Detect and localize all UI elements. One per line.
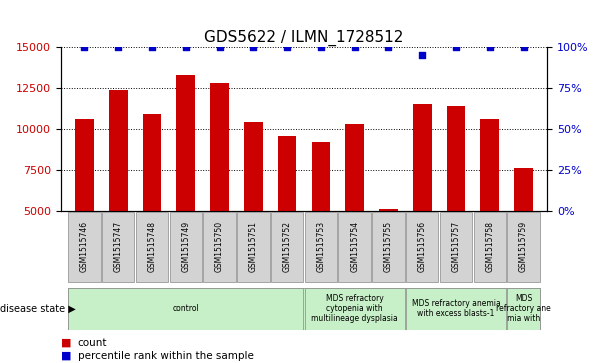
Point xyxy=(519,44,528,50)
FancyBboxPatch shape xyxy=(68,212,101,282)
FancyBboxPatch shape xyxy=(68,287,303,330)
Text: GSM1515751: GSM1515751 xyxy=(249,221,258,272)
FancyBboxPatch shape xyxy=(406,287,506,330)
FancyBboxPatch shape xyxy=(507,287,540,330)
FancyBboxPatch shape xyxy=(440,212,472,282)
Point xyxy=(485,44,495,50)
Text: GSM1515758: GSM1515758 xyxy=(485,221,494,272)
Point xyxy=(350,44,359,50)
Bar xyxy=(311,142,330,211)
Text: GSM1515754: GSM1515754 xyxy=(350,221,359,272)
FancyBboxPatch shape xyxy=(339,212,371,282)
Text: control: control xyxy=(173,304,199,313)
Bar xyxy=(75,119,94,211)
Text: GSM1515755: GSM1515755 xyxy=(384,221,393,272)
Text: MDS refractory
cytopenia with
multilineage dysplasia: MDS refractory cytopenia with multilinea… xyxy=(311,294,398,323)
Point xyxy=(417,52,427,58)
Bar xyxy=(143,114,161,211)
FancyBboxPatch shape xyxy=(271,212,303,282)
Bar xyxy=(109,90,128,211)
FancyBboxPatch shape xyxy=(372,212,405,282)
Text: GSM1515757: GSM1515757 xyxy=(452,221,460,272)
FancyBboxPatch shape xyxy=(305,212,337,282)
Bar xyxy=(480,119,499,211)
Bar xyxy=(345,124,364,211)
Bar xyxy=(278,136,296,211)
Text: GSM1515749: GSM1515749 xyxy=(181,221,190,272)
FancyBboxPatch shape xyxy=(203,212,236,282)
Point xyxy=(215,44,224,50)
FancyBboxPatch shape xyxy=(237,212,269,282)
Point xyxy=(451,44,461,50)
FancyBboxPatch shape xyxy=(474,212,506,282)
Bar xyxy=(379,209,398,211)
FancyBboxPatch shape xyxy=(170,212,202,282)
Bar xyxy=(244,122,263,211)
Text: disease state ▶: disease state ▶ xyxy=(0,303,76,314)
Point xyxy=(147,44,157,50)
Text: ■: ■ xyxy=(61,351,75,361)
Point xyxy=(113,44,123,50)
FancyBboxPatch shape xyxy=(507,212,540,282)
Text: MDS
refractory ane
mia with: MDS refractory ane mia with xyxy=(496,294,551,323)
FancyBboxPatch shape xyxy=(136,212,168,282)
Point xyxy=(316,44,326,50)
Text: GSM1515747: GSM1515747 xyxy=(114,221,123,272)
Text: GSM1515759: GSM1515759 xyxy=(519,221,528,272)
Point xyxy=(282,44,292,50)
FancyBboxPatch shape xyxy=(102,212,134,282)
Text: MDS refractory anemia
with excess blasts-1: MDS refractory anemia with excess blasts… xyxy=(412,299,500,318)
Bar xyxy=(176,75,195,211)
Text: count: count xyxy=(78,338,108,348)
Point xyxy=(80,44,89,50)
Text: GSM1515752: GSM1515752 xyxy=(283,221,292,272)
Bar xyxy=(514,168,533,211)
FancyBboxPatch shape xyxy=(406,212,438,282)
Text: ■: ■ xyxy=(61,338,75,348)
Bar xyxy=(210,83,229,211)
Text: GSM1515753: GSM1515753 xyxy=(316,221,325,272)
Text: GSM1515748: GSM1515748 xyxy=(148,221,156,272)
Point xyxy=(384,44,393,50)
Text: GSM1515750: GSM1515750 xyxy=(215,221,224,272)
Point xyxy=(181,44,191,50)
Text: GSM1515746: GSM1515746 xyxy=(80,221,89,272)
Bar xyxy=(413,104,432,211)
FancyBboxPatch shape xyxy=(305,287,405,330)
Bar xyxy=(447,106,465,211)
Point xyxy=(249,44,258,50)
Text: percentile rank within the sample: percentile rank within the sample xyxy=(78,351,254,361)
Text: GSM1515756: GSM1515756 xyxy=(418,221,427,272)
FancyBboxPatch shape xyxy=(68,287,540,330)
Title: GDS5622 / ILMN_1728512: GDS5622 / ILMN_1728512 xyxy=(204,30,404,46)
